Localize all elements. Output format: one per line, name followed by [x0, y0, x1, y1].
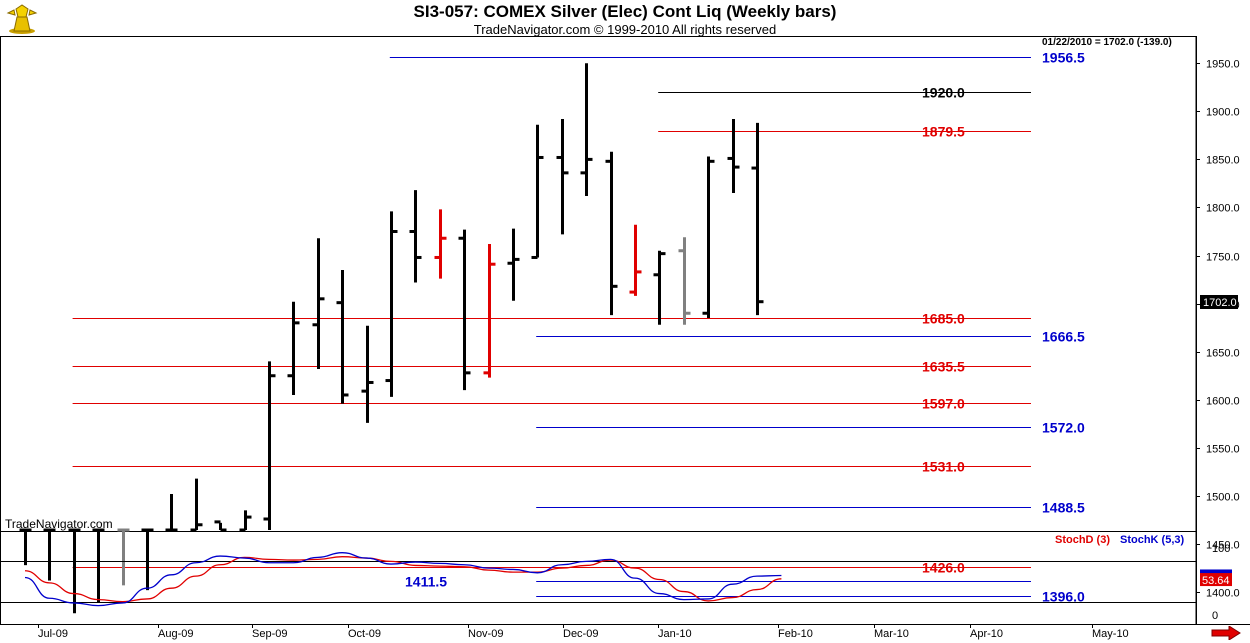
ohlc-bar: [483, 244, 496, 378]
price-tick-label: 1800.0: [1206, 203, 1240, 215]
level-label: 1666.5: [1042, 329, 1085, 345]
ohlc-bar: [580, 63, 593, 196]
ohlc-bar: [263, 361, 276, 530]
time-tick-label: Feb-10: [778, 628, 813, 640]
ohlc-bar: [678, 237, 691, 325]
ohlc-bar: [117, 528, 130, 586]
plot-frame: [0, 36, 1197, 625]
time-tick-label: May-10: [1092, 628, 1129, 640]
ohlc-bar: [312, 238, 325, 370]
last-price-label: 1702.0: [1203, 297, 1237, 309]
ohlc-bar: [556, 119, 569, 235]
ohlc-bar: [605, 151, 618, 316]
level-label: 1920.0: [922, 85, 965, 101]
osc-legend-label: StochK (5,3): [1120, 534, 1185, 546]
level-label: 1879.5: [922, 124, 965, 140]
time-tick-label: Aug-09: [158, 628, 193, 640]
time-tick-label: Apr-10: [970, 628, 1003, 640]
level-label: 1411.5: [405, 574, 447, 590]
osc-tick-label: 100: [1212, 543, 1230, 555]
price-tick-label: 1550.0: [1206, 444, 1240, 456]
ohlc-bar: [385, 211, 398, 397]
ohlc-bar: [19, 528, 32, 566]
osc-series-line: [24, 552, 782, 607]
time-tick-label: Sep-09: [252, 628, 287, 640]
ohlc-bar: [287, 301, 300, 395]
price-tick-label: 1750.0: [1206, 252, 1240, 264]
ohlc-bar: [458, 229, 471, 391]
ohlc-bar: [239, 510, 252, 532]
osc-tick-label: 0: [1212, 610, 1218, 622]
ohlc-bar: [43, 528, 56, 581]
price-tick-label: 1600.0: [1206, 396, 1240, 408]
time-tick-label: Dec-09: [563, 628, 598, 640]
price-tick-label: 1900.0: [1206, 107, 1240, 119]
stochd-last-label: 53.64: [1202, 575, 1230, 587]
ohlc-bar: [751, 122, 764, 316]
ohlc-bar: [68, 528, 81, 614]
level-label: 1488.5: [1042, 500, 1085, 516]
ohlc-bar: [165, 494, 178, 532]
ohlc-bar: [409, 190, 422, 283]
ohlc-bar: [629, 224, 642, 296]
copyright-notice: TradeNavigator.com © 1999-2010 All right…: [473, 22, 777, 37]
level-label: 1396.0: [1042, 589, 1085, 605]
price-readout: 01/22/2010 = 1702.0 (-139.0): [1042, 37, 1172, 48]
ohlc-bar: [361, 325, 374, 423]
chart-title: SI3-057: COMEX Silver (Elec) Cont Liq (W…: [413, 2, 837, 21]
time-tick-label: Oct-09: [348, 628, 381, 640]
time-tick-label: Jul-09: [38, 628, 68, 640]
logo-icon: [6, 4, 38, 34]
ohlc-bar: [92, 528, 105, 603]
price-tick-label: 1650.0: [1206, 348, 1240, 360]
ohlc-bar: [190, 478, 203, 532]
ohlc-bar: [531, 124, 544, 259]
ohlc-bar: [507, 228, 520, 301]
last-price-box: [1200, 295, 1238, 309]
ohlc-bar: [434, 209, 447, 279]
ohlc-bar: [653, 250, 666, 325]
level-label: 1597.0: [922, 396, 965, 412]
price-tick-label: 1500.0: [1206, 492, 1240, 504]
level-label: 1426.0: [922, 560, 965, 576]
level-label: 1572.0: [1042, 420, 1085, 436]
ohlc-bar: [336, 269, 349, 404]
stochd-last-box: [1200, 573, 1232, 587]
level-label: 1531.0: [922, 459, 965, 475]
price-tick-label: 1850.0: [1206, 155, 1240, 167]
ohlc-bar: [702, 156, 715, 319]
level-label: 1635.5: [922, 359, 965, 375]
price-tick-label: 1450.0: [1206, 540, 1240, 552]
time-tick-label: Jan-10: [658, 628, 692, 640]
price-tick-label: 1950.0: [1206, 59, 1240, 71]
time-tick-label: Nov-09: [468, 628, 503, 640]
price-tick-label: 1400.0: [1206, 588, 1240, 600]
ohlc-bar: [727, 119, 740, 194]
ohlc-bar: [141, 528, 154, 591]
level-label: 1956.5: [1042, 50, 1085, 66]
ohlc-bar: [214, 520, 227, 532]
osc-legend-label: StochD (3): [1055, 534, 1110, 546]
scroll-right-arrow-icon[interactable]: [1211, 626, 1241, 640]
time-tick-label: Mar-10: [874, 628, 909, 640]
watermark: TradeNavigator.com: [5, 517, 113, 531]
level-label: 1685.0: [922, 311, 965, 327]
